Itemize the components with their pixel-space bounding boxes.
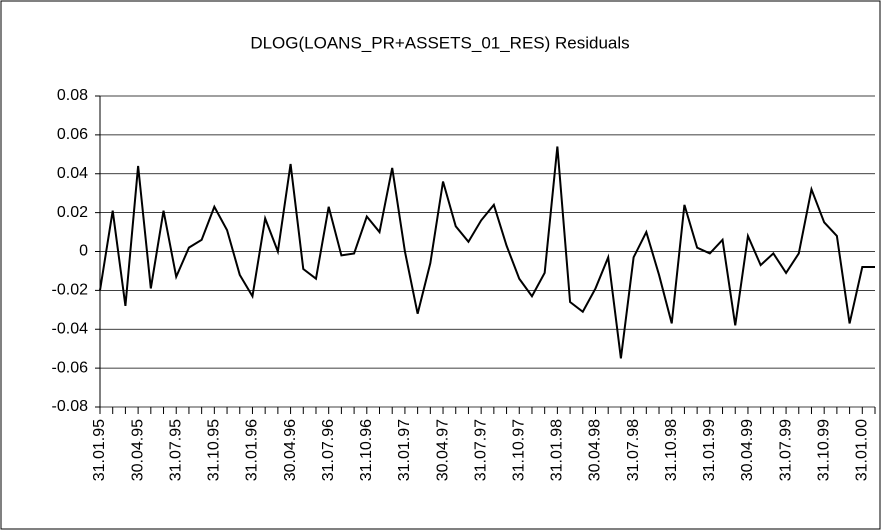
chart-title: DLOG(LOANS_PR+ASSETS_01_RES) Residuals bbox=[250, 33, 629, 52]
x-tick-label: 30.04.96 bbox=[282, 419, 299, 481]
x-tick-label: 31.01.97 bbox=[396, 419, 413, 481]
x-tick-label: 31.01.99 bbox=[701, 419, 718, 481]
line-series bbox=[99, 146, 875, 359]
x-tick-label: 31.01.95 bbox=[91, 419, 108, 481]
x-tick-label: 30.04.98 bbox=[587, 419, 604, 481]
x-tick-label: 30.04.99 bbox=[739, 419, 756, 481]
x-tick-label: 30.04.97 bbox=[434, 419, 451, 481]
y-tick-label: -0.06 bbox=[52, 359, 89, 376]
x-tick-label: 31.01.96 bbox=[244, 419, 261, 481]
y-tick-label: 0.02 bbox=[57, 204, 88, 221]
x-tick-label: 31.07.97 bbox=[472, 419, 489, 481]
x-tick-label: 31.10.99 bbox=[815, 419, 832, 481]
y-tick-label: 0 bbox=[79, 243, 88, 260]
x-tick-label: 31.10.97 bbox=[510, 419, 527, 481]
x-tick-label: 31.01.98 bbox=[549, 419, 566, 481]
y-tick-label: 0.06 bbox=[57, 126, 88, 143]
x-tick-label: 31.10.96 bbox=[358, 419, 375, 481]
x-tick-label: 31.10.98 bbox=[663, 419, 680, 481]
x-tick-label: 31.07.99 bbox=[777, 419, 794, 481]
y-tick-label: -0.08 bbox=[52, 398, 89, 415]
x-tick-label: 30.04.95 bbox=[129, 419, 146, 481]
x-tick-label: 31.07.98 bbox=[625, 419, 642, 481]
x-tick-label: 31.01.00 bbox=[854, 419, 871, 481]
x-tick-label: 31.10.95 bbox=[206, 419, 223, 481]
y-tick-label: 0.04 bbox=[57, 165, 88, 182]
y-tick-label: -0.04 bbox=[52, 320, 89, 337]
y-tick-label: -0.02 bbox=[52, 282, 89, 299]
x-tick-label: 31.07.96 bbox=[320, 419, 337, 481]
x-tick-label: 31.07.95 bbox=[167, 419, 184, 481]
y-tick-label: 0.08 bbox=[57, 87, 88, 104]
